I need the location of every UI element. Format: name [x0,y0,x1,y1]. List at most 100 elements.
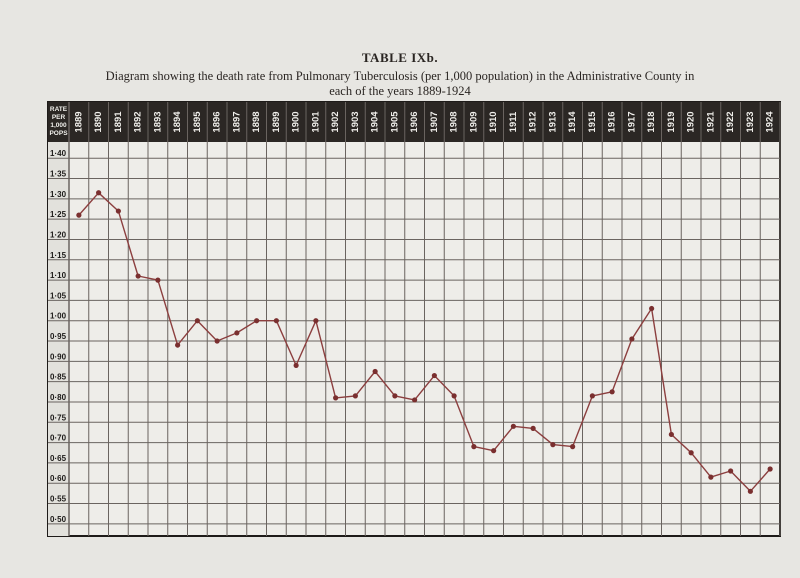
data-point [352,393,358,399]
y-tick-label: 0·70 [50,434,67,443]
y-tick-label: 0·80 [50,393,67,402]
data-point [510,423,516,429]
corner-label-line: PER [52,114,66,121]
corner-label-line: POPS [49,130,68,137]
x-tick-label: 1903 [350,111,361,132]
data-point [76,212,82,218]
data-point [254,318,260,324]
data-point [491,448,497,454]
data-point [570,444,576,450]
x-tick-label: 1904 [370,111,381,133]
data-point [451,393,457,399]
y-tick-label: 0·90 [50,352,67,361]
chart-title: TABLE IXb. [361,50,439,65]
x-tick-label: 1916 [607,111,618,132]
y-tick-label: 0·85 [50,373,67,382]
x-tick-label: 1922 [725,111,736,132]
x-tick-label: 1915 [587,111,598,133]
y-tick-label: 1·10 [50,271,67,280]
y-tick-label: 1·30 [50,190,67,199]
data-point [234,330,240,336]
y-tick-label: 0·65 [50,454,67,463]
data-point [135,273,141,279]
data-point [333,395,339,401]
data-point [273,318,279,324]
data-point [609,389,615,395]
x-tick-label: 1902 [330,111,341,132]
chart-heading: TABLE IXb. Diagram showing the death rat… [0,50,800,99]
y-tick-label: 0·60 [50,474,67,483]
data-point [313,318,319,324]
y-tick-label: 1·15 [50,251,67,260]
data-point [412,397,418,403]
data-point [96,190,102,196]
y-tick-label: 1·40 [50,149,67,158]
data-point [471,444,477,450]
x-tick-labels: 1889 1890 1891 1892 1893 1894 1895 1896 1897 1898… [73,111,775,133]
y-tick-label: 0·55 [50,495,67,504]
y-tick-label: 1·35 [50,170,67,179]
data-point [293,362,299,369]
x-tick-label: 1914 [567,111,578,133]
x-tick-label: 1900 [291,111,302,132]
y-tick-label: 0·75 [50,413,67,422]
data-point [688,450,694,456]
series-line [78,192,771,492]
data-point [155,277,161,283]
x-tick-label: 1893 [152,111,163,132]
x-tick-label: 1907 [429,111,440,132]
data-point [372,368,378,375]
data-point [767,466,773,472]
x-tick-label: 1890 [93,111,104,132]
x-tick-label: 1891 [113,111,124,133]
x-tick-label: 1908 [449,111,460,132]
x-tick-label: 1911 [508,111,519,132]
gridlines [48,102,781,536]
data-point [175,342,181,348]
data-point [431,372,437,379]
subtitle-line-2: each of the years 1889-1924 [329,84,471,98]
y-tick-label: 1·25 [50,210,67,219]
data-point [392,393,398,399]
data-point [747,488,753,494]
x-tick-label: 1897 [231,111,242,132]
data-point [214,338,220,344]
x-tick-label: 1909 [468,111,479,132]
data-point [115,208,121,214]
y-tick-label: 0·95 [50,332,67,341]
series-layer [76,190,773,494]
y-tick-label: 1·20 [50,230,67,239]
x-tick-label: 1913 [547,111,558,132]
chart-subtitle: Diagram showing the death rate from Pulm… [0,69,800,99]
x-tick-label: 1918 [646,111,657,132]
subtitle-line-1: Diagram showing the death rate from Pulm… [105,69,695,83]
corner-cell [48,102,69,142]
data-point [589,393,595,399]
x-tick-label: 1901 [310,111,321,133]
y-label-column [48,102,69,536]
x-tick-label: 1921 [705,111,716,133]
data-point [530,425,536,431]
x-tick-label: 1905 [389,111,400,133]
y-tick-label: 1·05 [50,291,67,300]
x-tick-label: 1920 [686,111,697,132]
y-tick-label: 1·00 [50,312,67,321]
data-point [550,442,556,448]
data-point [728,468,734,474]
data-point [194,318,200,324]
x-tick-label: 1910 [488,111,499,132]
x-tick-label: 1896 [212,111,223,132]
x-tick-label: 1923 [745,111,756,132]
x-tick-label: 1898 [251,111,262,132]
x-tick-label: 1892 [133,111,144,132]
x-tick-label: 1919 [666,111,677,132]
corner-label-line: 1,000 [50,122,67,129]
x-tick-label: 1917 [626,111,637,132]
y-tick-labels: 1·40 1·35 1·30 1·25 1·20 1·15 1·10 1·05 1·00 0·95… [50,149,67,524]
plot-frame [47,101,781,537]
header-band [48,102,780,142]
x-tick-label: 1906 [409,111,420,132]
data-point [708,474,714,480]
